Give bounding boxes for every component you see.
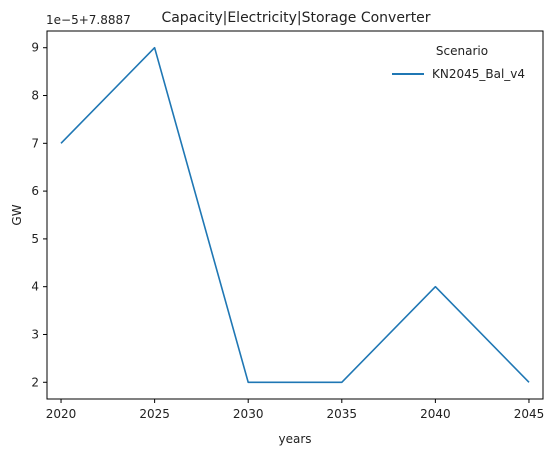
- chart-title: Capacity|Electricity|Storage Converter: [161, 10, 430, 26]
- y-tick-label: 6: [31, 184, 39, 198]
- y-offset-label: 1e−5+7.8887: [46, 13, 131, 27]
- y-tick-label: 4: [31, 280, 39, 294]
- x-axis-label: years: [278, 432, 311, 446]
- y-tick-label: 3: [31, 327, 39, 341]
- legend-entry-label: KN2045_Bal_v4: [432, 67, 525, 81]
- series-layer: [60, 46, 530, 384]
- x-tick-label: 2035: [327, 407, 358, 421]
- x-tick-label: 2025: [139, 407, 170, 421]
- x-tick-label: 2020: [46, 407, 77, 421]
- y-axis-label: GW: [10, 204, 24, 225]
- series-line: [60, 46, 530, 384]
- x-tick-label: 2040: [420, 407, 451, 421]
- plot-area: [46, 30, 544, 400]
- x-tick-label: 2045: [514, 407, 545, 421]
- x-tick-label: 2030: [233, 407, 264, 421]
- y-tick-label: 9: [31, 41, 39, 55]
- y-tick-label: 7: [31, 136, 39, 150]
- x-axis: 2020 2025 2030 2035 2040 2045: [46, 399, 544, 421]
- y-axis: 2 3 4 5 6 7 8 9: [31, 41, 47, 389]
- legend-title: Scenario: [436, 44, 488, 58]
- y-tick-label: 2: [31, 375, 39, 389]
- legend: Scenario KN2045_Bal_v4: [392, 44, 525, 81]
- y-tick-label: 8: [31, 89, 39, 103]
- y-tick-label: 5: [31, 232, 39, 246]
